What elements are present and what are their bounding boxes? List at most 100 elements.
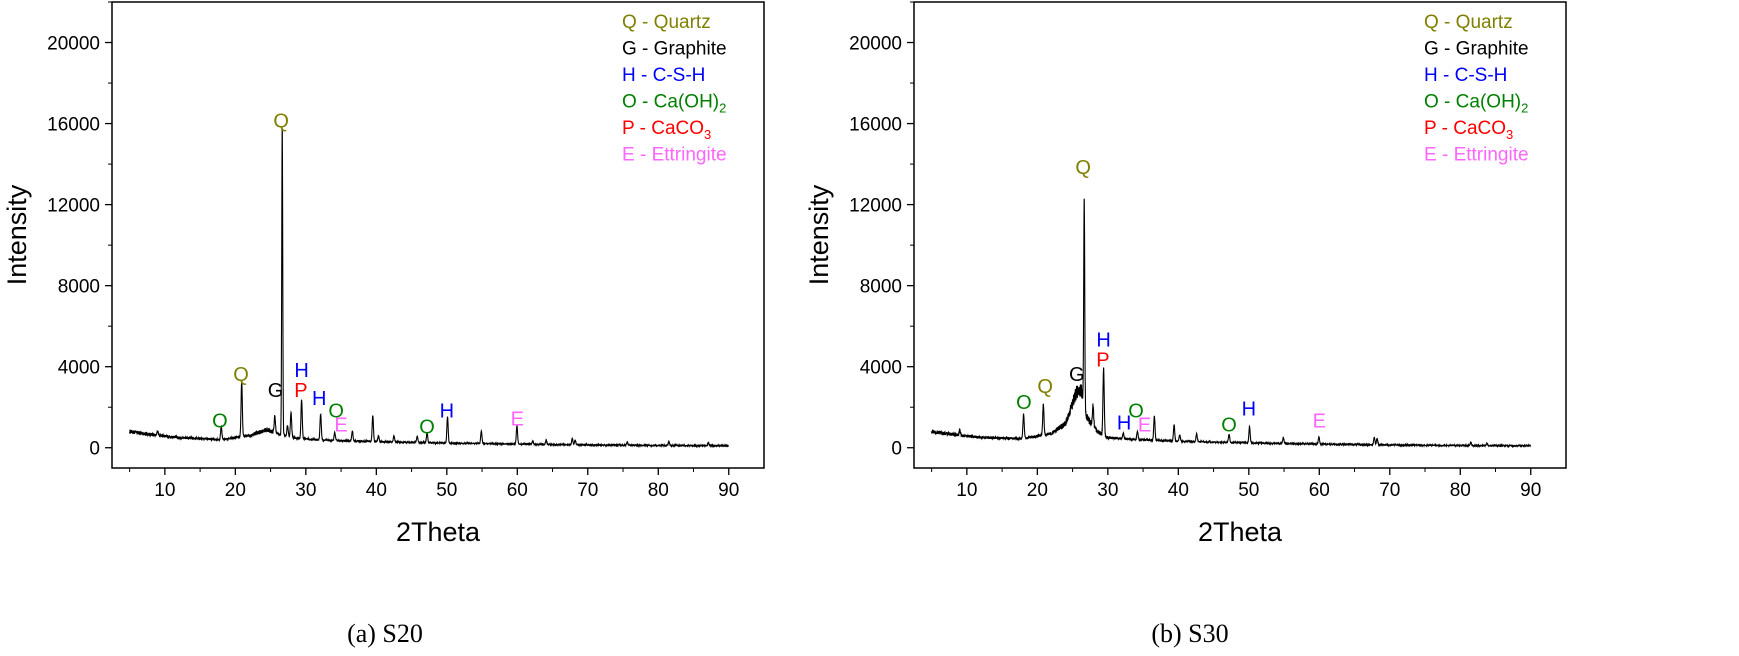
x-tick-label: 40 bbox=[366, 480, 387, 501]
legend-entry: P - CaCO3 bbox=[622, 118, 711, 142]
peak-label-o: O bbox=[419, 417, 435, 439]
peak-label-q: Q bbox=[1075, 157, 1091, 179]
x-tick-label: 80 bbox=[1450, 480, 1471, 501]
legend-entry: H - C-S-H bbox=[1424, 65, 1507, 86]
y-tick-label: 8000 bbox=[58, 277, 100, 298]
x-tick-label: 90 bbox=[1520, 480, 1541, 501]
legend-name: Quartz bbox=[1456, 12, 1513, 33]
legend-entry: E - Ettringite bbox=[1424, 145, 1529, 166]
legend-separator: - bbox=[1436, 118, 1453, 139]
x-tick-label: 20 bbox=[1027, 480, 1048, 501]
legend-symbol: E bbox=[622, 145, 635, 166]
legend-entry: E - Ettringite bbox=[622, 145, 727, 166]
y-tick-label: 12000 bbox=[47, 196, 100, 217]
legend-name: CaCO bbox=[1453, 118, 1506, 139]
legend-separator: - bbox=[1439, 92, 1456, 113]
legend-entry: Q - Quartz bbox=[622, 12, 711, 33]
legend-name: Ca(OH) bbox=[1456, 92, 1521, 113]
y-tick-label: 0 bbox=[891, 439, 902, 460]
legend-symbol: G bbox=[1424, 39, 1439, 60]
figure-caption: (a) S20 bbox=[347, 619, 423, 648]
peak-label-p: P bbox=[294, 380, 307, 402]
legend-separator: - bbox=[636, 65, 653, 86]
y-tick-label: 4000 bbox=[860, 358, 902, 379]
legend-symbol: H bbox=[1424, 65, 1438, 86]
plot-frame bbox=[111, 1, 765, 469]
y-tick-label: 8000 bbox=[860, 277, 902, 298]
legend-name: Graphite bbox=[1456, 39, 1529, 60]
y-tick-label: 4000 bbox=[58, 358, 100, 379]
x-tick-label: 10 bbox=[154, 480, 175, 501]
peak-label-o: O bbox=[328, 400, 344, 422]
legend-separator: - bbox=[1439, 39, 1456, 60]
peak-label-e: E bbox=[511, 408, 524, 430]
plot-frame bbox=[913, 1, 1567, 469]
legend-entry: G - Graphite bbox=[1424, 39, 1529, 60]
y-axis-title: Intensity bbox=[804, 184, 834, 285]
x-tick-label: 30 bbox=[295, 480, 316, 501]
x-tick-label: 30 bbox=[1097, 480, 1118, 501]
legend-separator: - bbox=[634, 118, 651, 139]
legend-symbol: O bbox=[622, 92, 637, 113]
legend-separator: - bbox=[1438, 65, 1455, 86]
peak-label-h: H bbox=[1096, 329, 1110, 351]
y-tick-label: 12000 bbox=[849, 196, 902, 217]
legend-entry: P - CaCO3 bbox=[1424, 118, 1513, 142]
x-tick-label: 10 bbox=[956, 480, 977, 501]
y-axis-title: Intensity bbox=[2, 184, 32, 285]
legend-symbol: G bbox=[622, 39, 637, 60]
peak-label-e: E bbox=[1138, 415, 1151, 437]
legend-separator: - bbox=[1439, 12, 1456, 33]
y-tick-label: 16000 bbox=[47, 115, 100, 136]
legend-symbol: E bbox=[1424, 145, 1437, 166]
x-tick-label: 50 bbox=[1238, 480, 1259, 501]
xrd-series-line bbox=[129, 128, 730, 449]
y-tick-label: 20000 bbox=[47, 34, 100, 55]
legend-entry: O - Ca(OH)2 bbox=[1424, 92, 1528, 116]
legend-symbol: H bbox=[622, 65, 636, 86]
peak-label-q: Q bbox=[273, 111, 289, 133]
legend-separator: - bbox=[635, 145, 652, 166]
legend-subscript: 3 bbox=[704, 127, 711, 142]
xrd-series-line bbox=[931, 198, 1532, 449]
peak-label-o: O bbox=[1016, 392, 1032, 414]
x-tick-label: 60 bbox=[507, 480, 528, 501]
figure-caption: (b) S30 bbox=[1151, 619, 1228, 648]
peak-label-h: H bbox=[1117, 413, 1131, 435]
x-tick-label: 50 bbox=[436, 480, 457, 501]
x-axis-title: 2Theta bbox=[1198, 517, 1283, 547]
x-axis-title: 2Theta bbox=[396, 517, 481, 547]
legend-name: C-S-H bbox=[1455, 65, 1508, 86]
chart-panel-1: 10 20 30 40 50 60 70 80 90 0 4000 8000 12000 16000 200… bbox=[2, 1, 765, 648]
x-tick-label: 40 bbox=[1168, 480, 1189, 501]
legend-symbol: Q bbox=[622, 12, 637, 33]
peak-label-p: P bbox=[1096, 350, 1109, 372]
x-tick-label: 20 bbox=[225, 480, 246, 501]
peak-label-h: H bbox=[312, 388, 326, 410]
y-tick-label: 0 bbox=[89, 439, 100, 460]
x-tick-label: 60 bbox=[1309, 480, 1330, 501]
legend-subscript: 2 bbox=[719, 101, 726, 116]
legend-name: Ettringite bbox=[652, 145, 727, 166]
legend-entry: H - C-S-H bbox=[622, 65, 705, 86]
peak-label-g: G bbox=[268, 380, 284, 402]
x-tick-label: 70 bbox=[1379, 480, 1400, 501]
legend-name: Ca(OH) bbox=[654, 92, 719, 113]
legend-name: C-S-H bbox=[653, 65, 706, 86]
legend-name: Graphite bbox=[654, 39, 727, 60]
peak-label-h: H bbox=[1242, 398, 1256, 420]
legend-separator: - bbox=[637, 92, 654, 113]
y-tick-label: 16000 bbox=[849, 115, 902, 136]
legend-name: Ettringite bbox=[1454, 145, 1529, 166]
legend-entry: O - Ca(OH)2 bbox=[622, 92, 726, 116]
peak-label-h: H bbox=[440, 400, 454, 422]
legend-subscript: 3 bbox=[1506, 127, 1513, 142]
legend-subscript: 2 bbox=[1521, 101, 1528, 116]
legend-name: Quartz bbox=[654, 12, 711, 33]
peak-label-q: Q bbox=[1037, 376, 1053, 398]
legend-symbol: P bbox=[1424, 118, 1436, 139]
legend-symbol: O bbox=[1424, 92, 1439, 113]
x-tick-label: 70 bbox=[577, 480, 598, 501]
